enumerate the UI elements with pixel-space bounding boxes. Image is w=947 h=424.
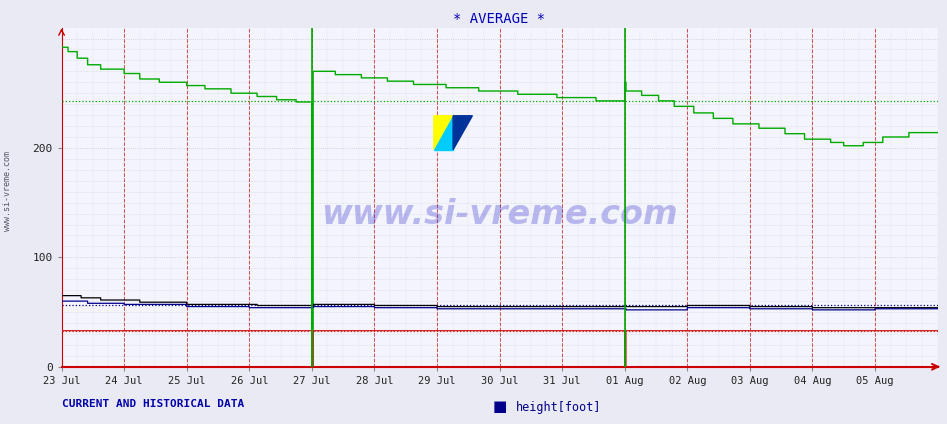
Text: ■: ■: [492, 399, 507, 414]
Text: CURRENT AND HISTORICAL DATA: CURRENT AND HISTORICAL DATA: [62, 399, 243, 409]
Title: * AVERAGE *: * AVERAGE *: [454, 12, 545, 26]
Text: www.si-vreme.com: www.si-vreme.com: [3, 151, 12, 231]
Polygon shape: [434, 116, 453, 150]
Text: height[foot]: height[foot]: [516, 401, 601, 414]
Polygon shape: [434, 116, 453, 150]
Polygon shape: [453, 116, 473, 150]
Text: www.si-vreme.com: www.si-vreme.com: [321, 198, 678, 231]
